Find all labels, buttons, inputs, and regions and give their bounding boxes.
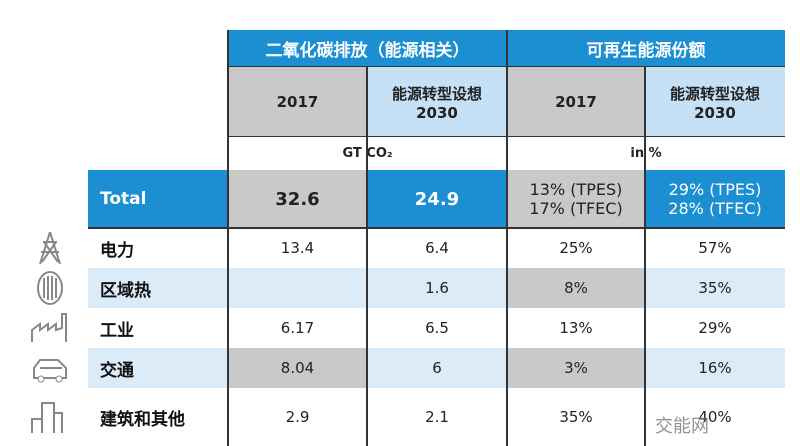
row-background <box>88 348 785 388</box>
cell-c2: 6.5 <box>425 319 449 337</box>
year-label: 2030 <box>416 103 458 122</box>
power-tower-icon <box>39 231 61 265</box>
total-co2-2030: 24.9 <box>367 170 507 228</box>
cell-c4: 40% <box>698 408 732 426</box>
tpes-value: 13% (TPES) <box>529 180 623 199</box>
cell-c2: 6.4 <box>425 239 449 257</box>
cell-c3: 8% <box>507 268 645 308</box>
row-label: 建筑和其他 <box>100 409 185 430</box>
cell-c1: 6.17 <box>280 319 315 337</box>
tfec-value: 28% (TFEC) <box>668 199 762 218</box>
row-label: 交通 <box>100 360 134 381</box>
row-label: 电力 <box>100 240 134 261</box>
cell-c4: 35% <box>698 279 732 297</box>
co2-2017-header: 2017 <box>228 67 367 137</box>
tfec-value: 17% (TFEC) <box>529 199 623 218</box>
cell-c3: 13% <box>559 319 593 337</box>
tpes-value: 29% (TPES) <box>668 180 762 199</box>
cell-c1: 8.04 <box>228 348 367 388</box>
cell-c4: 29% <box>698 319 732 337</box>
cell-c2: 1.6 <box>425 279 449 297</box>
building-icon <box>31 402 63 433</box>
district-heat-icon <box>37 271 63 305</box>
co2-2030-header: 能源转型设想 2030 <box>367 67 507 137</box>
unit-pct: in % <box>630 146 662 161</box>
cell-c1 <box>228 268 367 308</box>
row-label: 工业 <box>100 320 134 341</box>
watermark: 交能网 <box>655 416 709 437</box>
total-ren-2017: 13% (TPES) 17% (TFEC) <box>507 170 645 228</box>
cell-c4: 16% <box>698 359 732 377</box>
factory-icon <box>31 313 67 342</box>
row-background <box>88 268 785 308</box>
total-label: Total <box>88 170 228 228</box>
cell-c3: 25% <box>559 239 593 257</box>
scenario-label: 能源转型设想 <box>391 84 482 103</box>
cell-c2: 6 <box>432 359 442 377</box>
cell-c1: 13.4 <box>280 239 315 257</box>
ren-2017-header: 2017 <box>507 67 645 137</box>
co2-group-header: 二氧化碳排放（能源相关） <box>228 30 507 67</box>
ren-2030-header: 能源转型设想 2030 <box>645 67 785 137</box>
cell-c2: 2.1 <box>425 408 449 426</box>
cell-c3: 3% <box>507 348 645 388</box>
cell-c1: 2.9 <box>285 408 310 426</box>
total-co2-2017: 32.6 <box>228 170 367 228</box>
renewable-group-header: 可再生能源份额 <box>507 30 785 67</box>
cell-c3: 35% <box>559 408 593 426</box>
total-ren-2030: 29% (TPES) 28% (TFEC) <box>645 170 785 228</box>
cell-c4: 57% <box>698 239 732 257</box>
scenario-label: 能源转型设想 <box>669 84 760 103</box>
row-label: 区域热 <box>100 280 151 301</box>
year-label: 2030 <box>694 103 736 122</box>
car-icon <box>33 359 67 383</box>
